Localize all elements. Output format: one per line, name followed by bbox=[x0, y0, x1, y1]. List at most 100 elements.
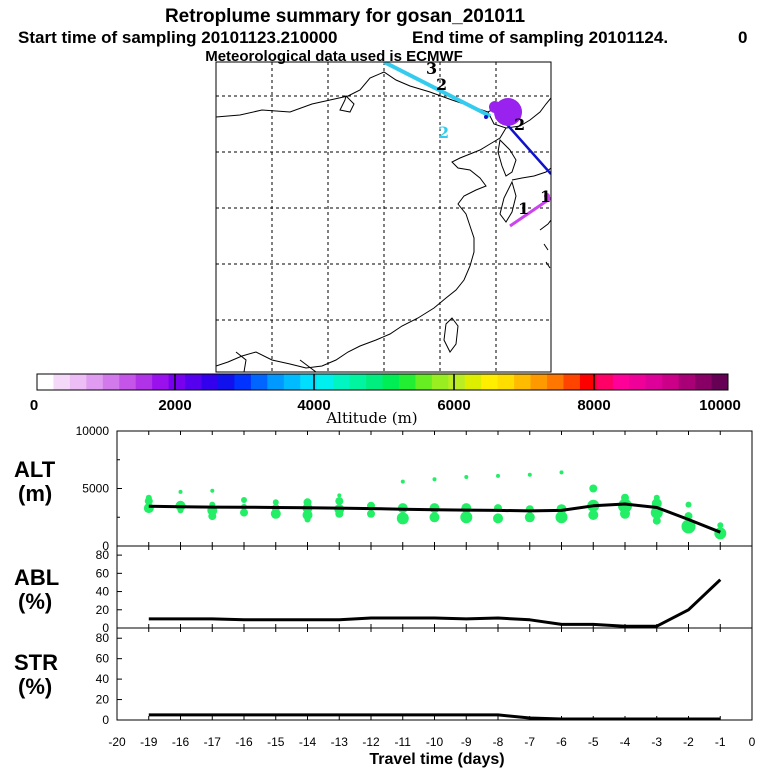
x-axis-label: Travel time (days) bbox=[369, 751, 504, 768]
colorbar-swatch bbox=[283, 374, 301, 390]
altitude-dot bbox=[178, 489, 183, 494]
plume-label-1a: 1 bbox=[540, 187, 551, 206]
plume-label-2b: 2 bbox=[438, 123, 449, 142]
colorbar-swatch bbox=[711, 374, 729, 390]
map-gridlines bbox=[216, 62, 551, 372]
colorbar-swatch bbox=[250, 374, 268, 390]
plume-day1-violet bbox=[509, 196, 551, 228]
str-panel-frame bbox=[116, 627, 753, 721]
colorbar-swatch bbox=[119, 374, 137, 390]
altitude-dot bbox=[335, 509, 344, 518]
colorbar-xlabel: Altitude (m) bbox=[325, 409, 417, 427]
x-tick-label: -9 bbox=[461, 735, 472, 749]
colorbar-swatch bbox=[431, 374, 449, 390]
x-tick-label: -16 bbox=[172, 735, 190, 749]
plume-day3-cyan bbox=[383, 62, 491, 118]
colorbar-swatch bbox=[185, 374, 202, 390]
str-y-tick-label: 80 bbox=[96, 631, 110, 645]
altitude-dot bbox=[400, 479, 405, 484]
abl-panel-unit: (%) bbox=[18, 589, 52, 614]
colorbar-swatch bbox=[234, 374, 252, 390]
end-time-suffix: 0 bbox=[738, 28, 747, 47]
altitude-dot bbox=[653, 494, 660, 501]
colorbar-swatch bbox=[629, 374, 647, 390]
colorbar-swatch bbox=[596, 374, 614, 390]
x-tick-label: -7 bbox=[524, 735, 535, 749]
x-tick-label: -5 bbox=[588, 735, 599, 749]
altitude-dot bbox=[464, 475, 469, 479]
colorbar-swatch bbox=[86, 374, 104, 390]
colorbar-swatch bbox=[382, 374, 400, 390]
colorbar-tick-0: 0 bbox=[30, 397, 38, 414]
altitude-dot bbox=[524, 512, 535, 523]
colorbar-frame bbox=[36, 373, 729, 391]
alt-y-tick-label: 10000 bbox=[76, 424, 110, 438]
x-tick-label: -17 bbox=[204, 735, 222, 749]
alt-panel-unit: (m) bbox=[18, 481, 52, 506]
colorbar bbox=[36, 373, 729, 391]
x-tick-label: -14 bbox=[299, 735, 317, 749]
altitude-dot bbox=[620, 508, 630, 519]
meteorological-label: Meteorological data used is ECMWF bbox=[205, 48, 463, 65]
abl-y-tick-label: 60 bbox=[96, 566, 110, 580]
x-tick-label: -15 bbox=[267, 735, 285, 749]
altitude-dot bbox=[429, 512, 440, 523]
altitude-dot bbox=[396, 512, 409, 525]
str-panel-label: STR bbox=[14, 650, 58, 675]
altitude-dot bbox=[685, 501, 692, 508]
abl-y-tick-label: 40 bbox=[96, 585, 110, 599]
colorbar-swatch bbox=[398, 374, 416, 390]
colorbar-swatch bbox=[201, 374, 219, 390]
altitude-dot bbox=[337, 493, 342, 498]
colorbar-swatch bbox=[333, 374, 350, 390]
x-tick-label: -10 bbox=[426, 735, 444, 749]
altitude-dot bbox=[589, 484, 598, 493]
receptor-point bbox=[484, 115, 488, 119]
colorbar-swatch bbox=[300, 374, 318, 390]
str-mean-line bbox=[148, 713, 721, 721]
altitude-dot bbox=[429, 503, 440, 514]
colorbar-swatch bbox=[579, 374, 597, 390]
plume-label-2a: 2 bbox=[436, 75, 447, 94]
alt-mean-line bbox=[148, 502, 721, 534]
colorbar-swatch bbox=[366, 374, 383, 390]
map-panel: 3 2 2 2 1 1 bbox=[215, 59, 552, 373]
altitude-dot bbox=[588, 510, 599, 520]
plume-day2-blue bbox=[502, 119, 551, 175]
altitude-dot bbox=[302, 510, 313, 520]
plume-label-3: 3 bbox=[426, 59, 437, 78]
x-tick-label: -19 bbox=[140, 735, 158, 749]
plume-label-2c: 2 bbox=[514, 115, 525, 134]
x-tick-label: -8 bbox=[493, 735, 504, 749]
altitude-dot bbox=[496, 473, 500, 478]
altitude-dot bbox=[555, 511, 568, 524]
altitude-dot bbox=[241, 497, 247, 503]
plume-label-1b: 1 bbox=[518, 199, 529, 218]
altitude-dot bbox=[240, 508, 248, 517]
x-tick-label: -13 bbox=[331, 735, 349, 749]
colorbar-tick-4000: 4000 bbox=[297, 397, 330, 414]
x-tick-label: -6 bbox=[556, 735, 567, 749]
colorbar-swatch bbox=[69, 374, 87, 390]
colorbar-swatch bbox=[695, 374, 712, 390]
altitude-dot bbox=[210, 488, 215, 493]
plume-blob-small bbox=[489, 101, 501, 113]
x-tick-label: 0 bbox=[749, 735, 756, 749]
alt-panel-frame bbox=[116, 430, 753, 547]
x-tick-label: -4 bbox=[620, 735, 631, 749]
x-tick-label: -11 bbox=[395, 735, 412, 749]
altitude-dot bbox=[272, 499, 279, 506]
x-tick-label: -20 bbox=[108, 735, 126, 749]
abl-panel-frame bbox=[116, 545, 753, 629]
colorbar-swatch bbox=[678, 374, 696, 390]
abl-y-tick-label: 0 bbox=[102, 621, 109, 635]
x-tick-label: -1 bbox=[715, 735, 726, 749]
x-tick-label: -16 bbox=[235, 735, 253, 749]
colorbar-swatch bbox=[530, 374, 548, 390]
altitude-dot bbox=[304, 516, 311, 523]
alt-y-tick-label: 0 bbox=[102, 539, 109, 553]
plume-blob-purple bbox=[494, 98, 522, 126]
altitude-dot bbox=[367, 509, 375, 518]
